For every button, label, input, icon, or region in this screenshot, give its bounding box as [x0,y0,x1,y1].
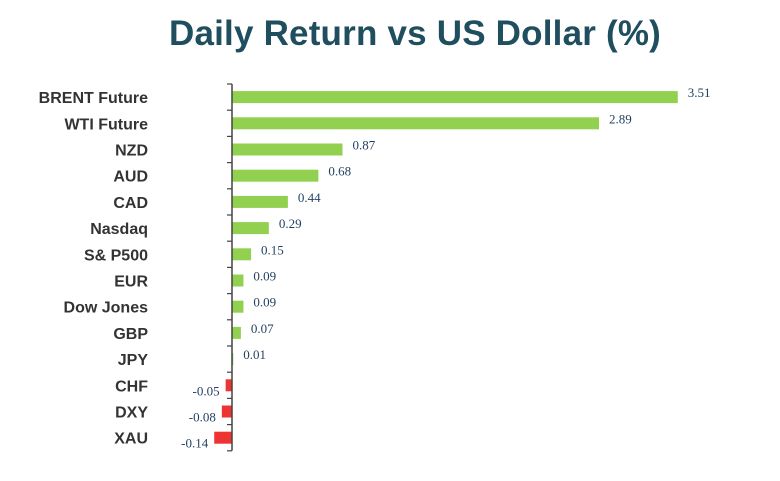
value-label-7: 0.09 [253,269,276,284]
category-label-13: XAU [114,431,148,448]
bar-2 [232,143,343,156]
bar-9 [232,326,241,339]
bar-0 [232,91,678,104]
category-label-5: Nasdaq [90,221,148,238]
category-label-7: EUR [114,274,148,291]
category-label-2: NZD [115,143,148,160]
value-label-6: 0.15 [261,242,284,257]
category-label-11: CHF [115,378,148,395]
category-label-6: S& P500 [84,247,148,264]
bar-1 [232,117,600,130]
chart-title: Daily Return vs US Dollar (%) [168,14,662,53]
value-label-2: 0.87 [352,138,375,153]
bar-8 [232,300,244,313]
category-label-8: Dow Jones [64,300,149,317]
bar-3 [232,169,319,182]
value-label-8: 0.09 [253,295,276,310]
bar-6 [232,248,252,261]
value-label-3: 0.68 [328,164,351,179]
value-label-5: 0.29 [279,216,302,231]
bar-7 [232,274,244,287]
value-label-11: -0.05 [193,383,220,398]
value-label-13: -0.14 [181,436,209,451]
value-label-12: -0.08 [189,410,216,425]
category-label-3: AUD [113,169,148,186]
bar-4 [232,195,288,208]
bar-11 [225,379,232,392]
value-label-0: 3.51 [688,85,711,100]
value-label-4: 0.44 [298,190,321,205]
category-label-1: WTI Future [64,116,148,133]
bar-12 [221,405,232,418]
value-label-10: 0.01 [243,347,266,362]
value-label-1: 2.89 [609,111,632,126]
value-label-9: 0.07 [251,321,274,336]
category-label-9: GBP [113,326,148,343]
bar-13 [214,431,232,444]
bar-5 [232,222,269,235]
category-label-4: CAD [113,195,148,212]
category-label-10: JPY [118,352,149,369]
category-label-0: BRENT Future [39,90,148,107]
category-label-12: DXY [115,405,148,422]
